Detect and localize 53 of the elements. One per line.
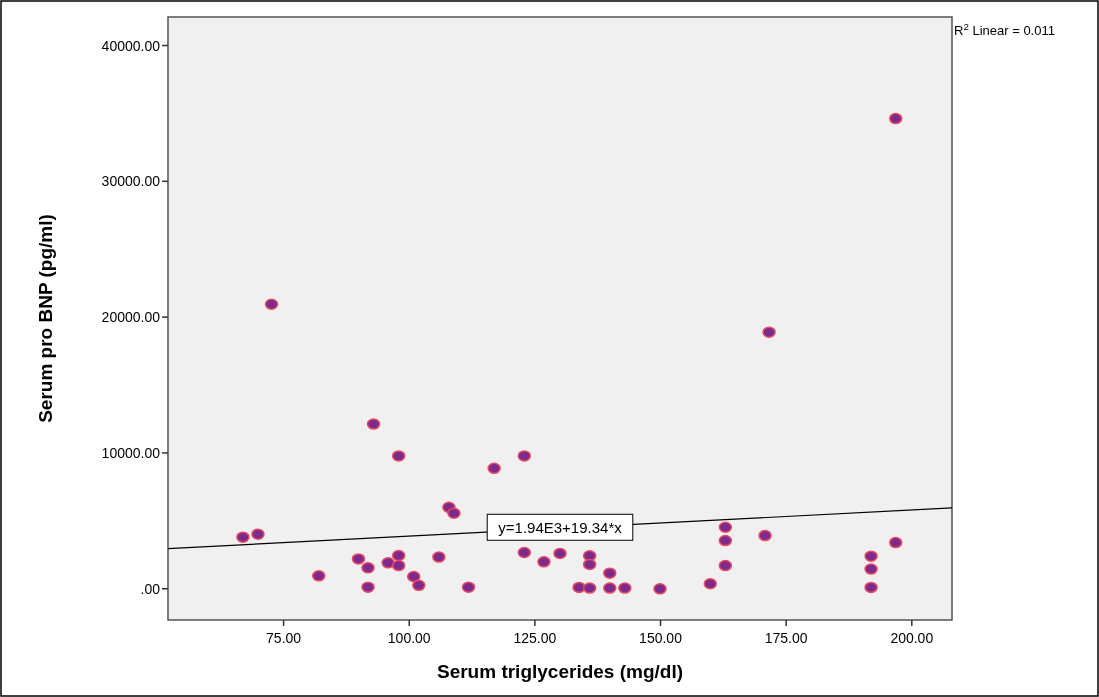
x-axis-title: Serum triglycerides (mg/dl) [436,661,684,682]
point [603,582,617,594]
point [517,450,532,462]
point [537,556,551,568]
point [758,529,772,542]
point [618,582,632,594]
x-tick-label: 75.00 [266,630,302,646]
point [603,567,617,579]
point [487,462,501,475]
point [412,579,426,592]
text: R$^{2}$ Linear = 0.011 [954,20,1055,38]
point [366,418,381,430]
point [703,577,718,590]
point [864,581,878,594]
point [888,112,903,125]
y-tick-label: .00 [140,580,161,597]
y-tick-label: 30000.00 [101,173,161,190]
point [762,326,776,338]
point [391,450,406,462]
point [251,528,265,540]
x-tick-label: 125.00 [513,630,557,646]
point [391,559,406,572]
annotation: y=1.94E3+19.34*x [498,519,623,537]
point [517,546,532,559]
point [432,551,446,563]
point [361,562,375,574]
y-tick-label: 40000.00 [101,37,161,54]
point [236,531,250,543]
point [361,581,375,593]
point [718,534,733,547]
y-tick-label: 20000.00 [101,309,161,326]
x-tick-label: 200.00 [890,630,934,646]
point [312,570,326,582]
point [582,558,597,571]
point [718,521,733,533]
x-tick-label: 150.00 [639,630,683,646]
y-tick-label: 10000.00 [101,444,161,461]
point [447,507,461,519]
x-tick-label: 100.00 [387,630,431,646]
point [653,583,667,595]
point [888,536,903,549]
point [391,549,406,562]
point [264,298,279,310]
point [864,550,878,562]
point [582,582,597,594]
point [553,547,567,560]
point [718,559,733,572]
point [351,553,366,565]
point [407,570,421,583]
y-axis-title: Serum pro BNP (pg/ml) [35,214,56,423]
x-tick-label: 175.00 [764,630,808,646]
point [461,581,476,593]
point [864,563,878,575]
